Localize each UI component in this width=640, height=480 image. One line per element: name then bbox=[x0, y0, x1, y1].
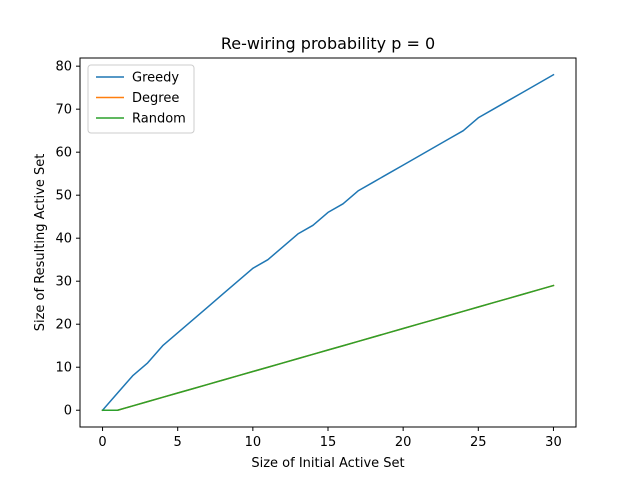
y-axis: 0 10 20 30 40 50 60 70 80 bbox=[55, 60, 80, 419]
y-tick-label: 50 bbox=[55, 189, 72, 204]
y-axis-label: Size of Resulting Active Set bbox=[33, 154, 48, 332]
y-tick-label: 70 bbox=[55, 103, 72, 118]
x-axis: 0 5 10 15 20 25 30 bbox=[98, 427, 562, 450]
x-tick-label: 20 bbox=[395, 435, 412, 450]
plot-area bbox=[101, 73, 555, 412]
y-tick-label: 80 bbox=[55, 60, 72, 75]
legend-label-random: Random bbox=[132, 112, 186, 127]
y-tick-label: 30 bbox=[55, 275, 72, 290]
x-tick-label: 0 bbox=[98, 435, 106, 450]
x-tick-label: 25 bbox=[470, 435, 487, 450]
legend-label-degree: Degree bbox=[132, 91, 179, 106]
y-tick-label: 60 bbox=[55, 146, 72, 161]
x-tick-label: 15 bbox=[320, 435, 337, 450]
series-line-greedy bbox=[101, 73, 555, 412]
y-tick-label: 40 bbox=[55, 232, 72, 247]
y-tick-label: 0 bbox=[64, 404, 72, 419]
x-tick-label: 5 bbox=[174, 435, 182, 450]
x-tick-label: 30 bbox=[545, 435, 562, 450]
x-tick-label: 10 bbox=[245, 435, 262, 450]
legend-label-greedy: Greedy bbox=[132, 71, 179, 86]
y-tick-label: 10 bbox=[55, 361, 72, 376]
y-tick-label: 20 bbox=[55, 318, 72, 333]
chart-title: Re-wiring probability p = 0 bbox=[221, 34, 435, 53]
series-line-random bbox=[101, 284, 555, 411]
x-axis-label: Size of Initial Active Set bbox=[251, 456, 404, 471]
legend: Greedy Degree Random bbox=[87, 64, 195, 134]
legend-box bbox=[87, 64, 195, 134]
